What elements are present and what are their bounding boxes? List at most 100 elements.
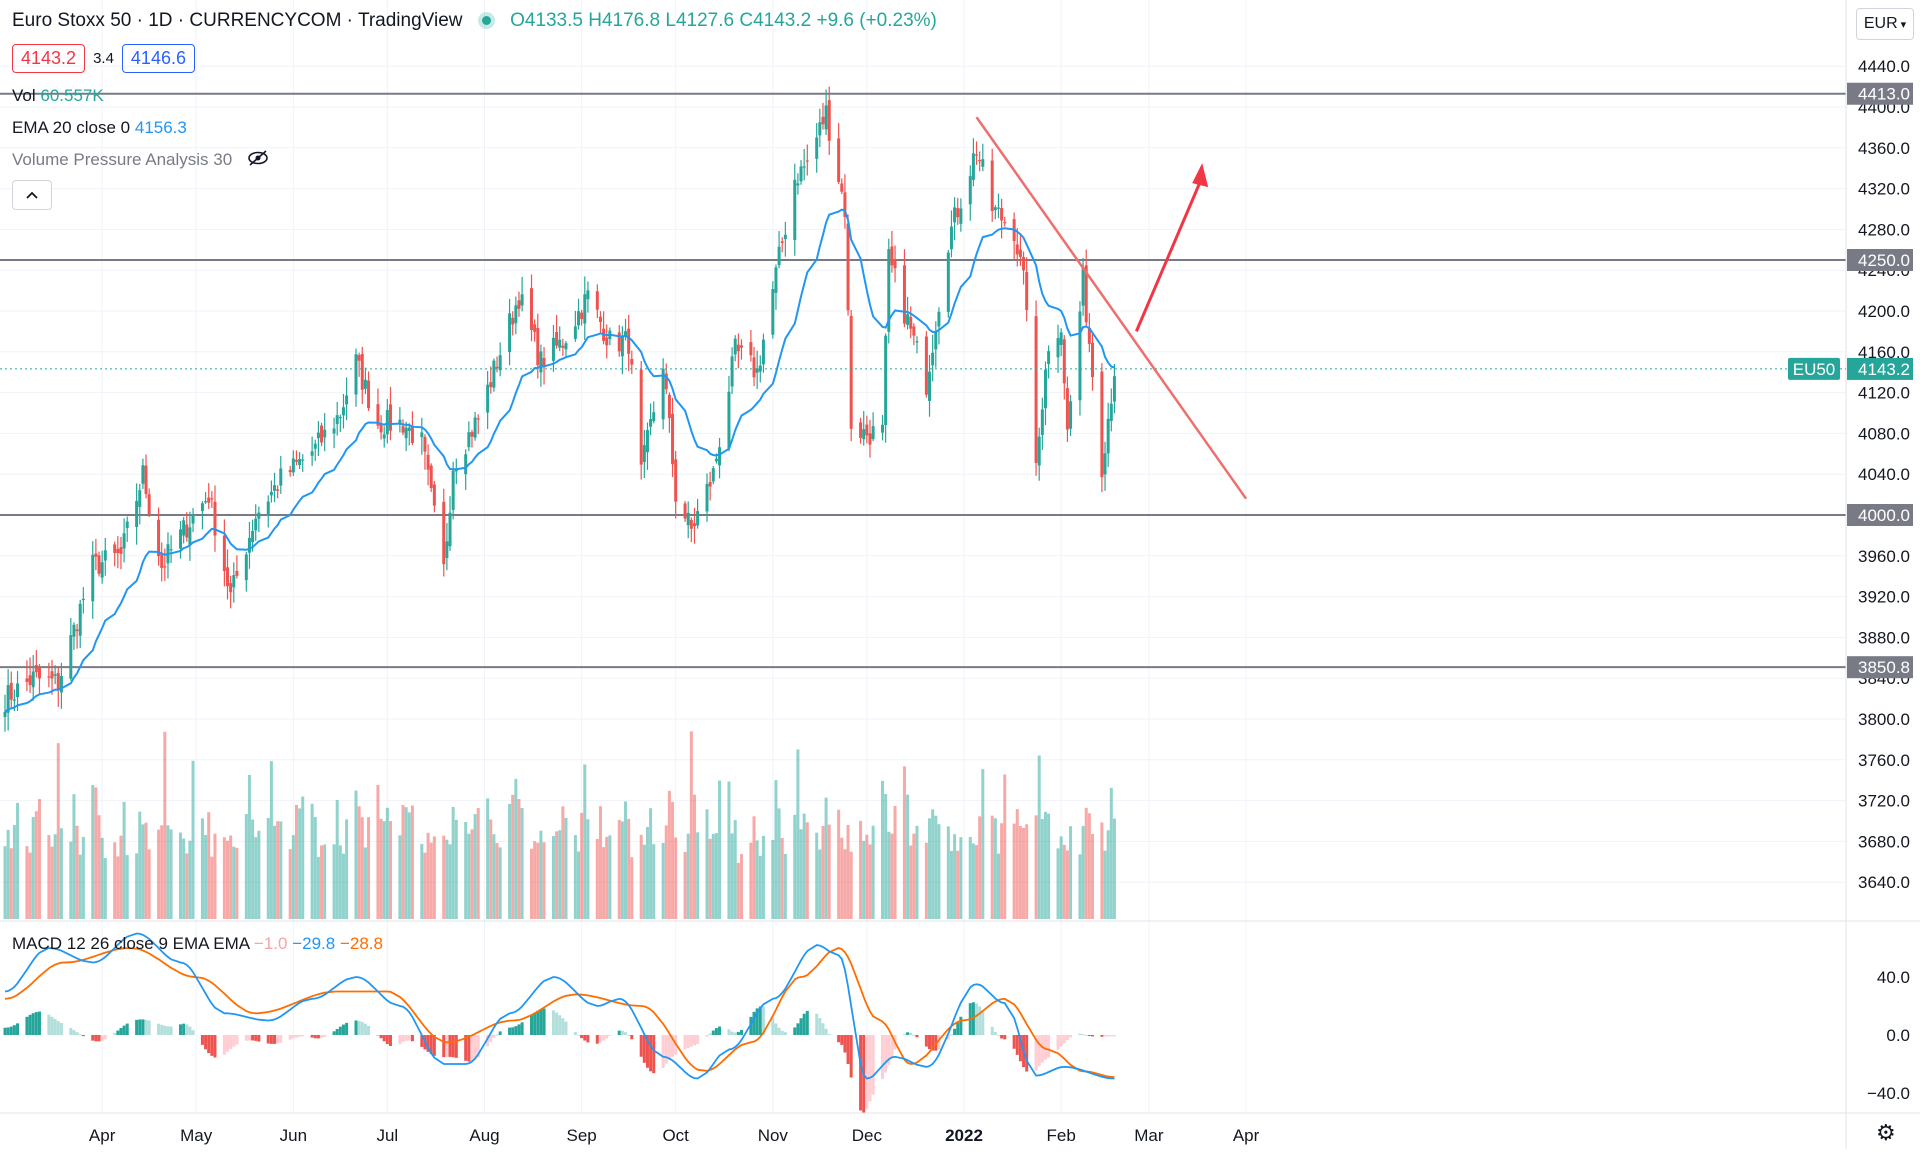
macd-histogram-bar [627,1035,631,1036]
legend-vpa[interactable]: Volume Pressure Analysis 30 [12,150,269,171]
candle [649,403,653,436]
macd-histogram-bar [25,1016,29,1035]
candle-body [727,391,731,449]
volume-bar [16,802,20,919]
candle [100,550,104,584]
price-tags: 4413.0 4250.0 4000.0 3850.8 EU50 4143.2 [0,82,1913,679]
candle-body [410,425,414,444]
macd-histogram-bar [1025,1035,1029,1072]
candle-body [338,416,342,419]
eye-crossed-icon[interactable] [247,150,269,171]
candle-body [868,433,872,445]
candle [1043,361,1047,425]
macd-histogram-bar [122,1025,126,1035]
macd-histogram-bar [956,1022,960,1035]
volume-bar [934,815,938,919]
price-tick-label: 4040.0 [1858,465,1910,484]
macd-histogram-bar [247,1035,251,1041]
currency-selector[interactable]: EUR ▾ [1856,8,1914,40]
candle [1047,345,1051,379]
candle-body [37,667,41,679]
candle [1062,335,1066,400]
macd-histogram-bar [94,1035,98,1042]
candle-body [692,523,696,527]
candle-body [122,533,126,549]
macd-histogram-bar [72,1030,76,1035]
candle [771,281,775,339]
candle-body [388,404,392,431]
candle-body [1015,244,1019,255]
candle-body [630,358,634,365]
price-tick-label: 3920.0 [1858,588,1910,607]
candle [6,669,10,731]
time-tick-label: Sep [567,1126,597,1145]
volume-bar [1037,755,1041,919]
candle-body [542,358,546,368]
candle [210,491,214,508]
macd-histogram-bar [1034,1035,1038,1071]
macd-histogram-bar [291,1035,295,1039]
macd-histogram-bar [269,1035,273,1044]
volume-bar [207,812,211,919]
volume-bar [420,843,424,919]
macd-histogram-bar [555,1012,559,1035]
macd-histogram-bar [774,1023,778,1035]
macd-histogram-bar [564,1021,568,1035]
candle-body [232,575,236,588]
volume-bar [489,819,493,919]
candle [385,399,389,444]
candle [345,377,349,421]
time-tick-label: Nov [758,1126,789,1145]
candle [213,485,217,552]
candle-body [520,294,524,306]
buy-button[interactable]: 4146.6 [121,44,195,73]
candle [840,178,844,195]
candle-body [91,554,95,602]
volume-bar [1040,819,1044,919]
candle [511,311,515,336]
macd-histogram-bar [881,1035,885,1080]
candle-body [761,339,765,365]
volume-bar [1025,824,1029,919]
candle [1059,328,1063,357]
macd-histogram-bar [749,1016,753,1035]
macd-histogram-bar [12,1025,16,1035]
sell-button[interactable]: 4143.2 [12,44,86,73]
candle-body [125,521,129,529]
candle [37,664,41,696]
volume-bar [696,832,700,919]
gear-icon[interactable]: ⚙ [1876,1120,1896,1145]
time-tick-label: Jun [280,1126,307,1145]
candle-body [730,356,734,387]
horizontal-levels [0,92,1846,669]
legend-macd[interactable]: MACD 12 26 close 9 EMA EMA −1.0 −29.8 −2… [12,934,383,954]
candle [971,138,975,187]
candle-body [75,629,79,632]
candle-body [213,501,217,536]
macd-histogram-bar [705,1035,709,1037]
candle [451,461,455,520]
volume-bar [577,851,581,919]
candle [686,501,690,539]
legend-volume[interactable]: Vol 60.557K [12,86,104,106]
candle-body [78,603,82,636]
macd-histogram-bar [1112,1035,1116,1037]
legend-ema[interactable]: EMA 20 close 0 4156.3 [12,118,187,138]
candle [354,348,358,407]
candle-body [598,316,602,322]
volume-bar [6,829,10,919]
candle [382,426,386,448]
chevron-up-icon[interactable] [12,180,52,210]
candle-body [639,369,643,465]
price-tick-label: 3640.0 [1858,873,1910,892]
candle-body [595,291,599,310]
volume-bar [72,794,76,919]
macd-histogram-bar [213,1035,217,1058]
symbol-title[interactable]: Euro Stoxx 50 · 1D · CURRENCYCOM · Tradi… [12,10,463,31]
macd-histogram-bar [849,1035,853,1078]
candle-body [53,674,57,676]
candle [166,532,170,579]
candle-body [561,345,565,348]
